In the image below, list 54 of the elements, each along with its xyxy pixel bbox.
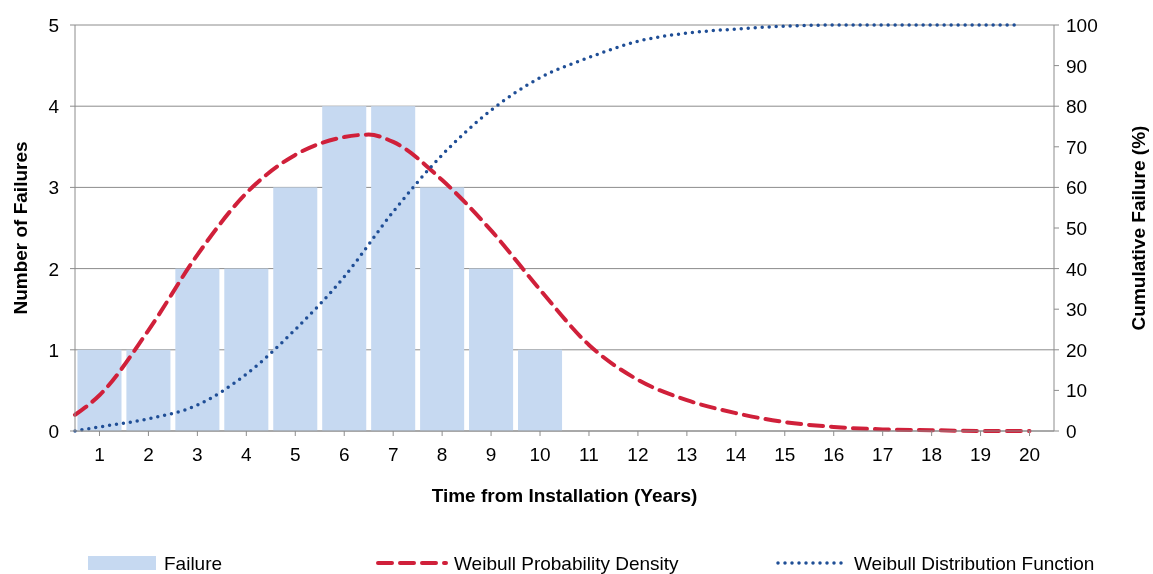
y-tick-label: 0	[48, 421, 59, 442]
y2-tick-label: 80	[1066, 96, 1088, 118]
bar	[273, 187, 318, 431]
bar	[175, 268, 220, 431]
bar	[126, 349, 171, 431]
bar	[224, 268, 269, 431]
y2-tick-label: 100	[1066, 15, 1098, 36]
x-tick-label: 6	[338, 444, 350, 465]
y-tick-label: 4	[48, 96, 60, 118]
x-tick-label: 14	[725, 444, 747, 465]
x-tick-label: 20	[1018, 444, 1041, 465]
x-tick-label: 2	[143, 444, 154, 465]
y2-tick-label: 50	[1066, 218, 1088, 239]
x-tick-label: 9	[485, 444, 497, 465]
y2-tick-label: 0	[1066, 421, 1077, 442]
x-tick-label: 5	[289, 444, 301, 465]
bar	[420, 187, 465, 431]
x-tick-label: 16	[823, 444, 845, 465]
y2-tick-label: 70	[1066, 136, 1088, 158]
x-tick-label: 19	[970, 444, 992, 465]
x-tick-label: 15	[774, 444, 796, 465]
x-axis-title: Time from Installation (Years)	[431, 485, 698, 506]
x-tick-label: 1	[94, 444, 105, 465]
x-tick-label: 4	[241, 444, 253, 465]
bar	[322, 106, 367, 431]
x-tick-label: 17	[872, 444, 894, 465]
legend-label: Failure	[164, 553, 223, 574]
x-tick-label: 7	[387, 444, 399, 465]
legend-label: Weibull Distribution Function	[854, 553, 1095, 574]
x-tick-label: 12	[627, 444, 649, 465]
y2-tick-label: 20	[1066, 339, 1088, 361]
y-tick-label: 3	[48, 177, 59, 199]
line-series	[73, 132, 1032, 433]
bar	[469, 268, 514, 431]
x-tick-label: 3	[192, 444, 203, 465]
y2-axis-title: Cumulative Failure (%)	[1128, 125, 1149, 331]
y-tick-label: 1	[48, 339, 59, 361]
y2-tick-label: 10	[1066, 380, 1088, 402]
y2-tick-label: 30	[1066, 299, 1088, 321]
legend-label: Weibull Probability Density	[454, 553, 680, 574]
y-tick-label: 5	[48, 15, 59, 36]
x-tick-label: 10	[529, 444, 551, 465]
x-tick-label: 8	[436, 444, 448, 465]
y2-tick-label: 60	[1066, 177, 1088, 199]
bar	[77, 349, 122, 431]
y2-tick-label: 40	[1066, 258, 1088, 280]
x-tick-label: 13	[676, 444, 698, 465]
x-tick-label: 11	[579, 444, 599, 465]
bar	[371, 106, 416, 431]
x-tick-label: 18	[921, 444, 943, 465]
bar	[518, 349, 563, 431]
y-axis-title: Number of Failures	[10, 141, 31, 315]
y2-tick-label: 90	[1066, 55, 1088, 77]
y-tick-label: 2	[48, 258, 59, 280]
